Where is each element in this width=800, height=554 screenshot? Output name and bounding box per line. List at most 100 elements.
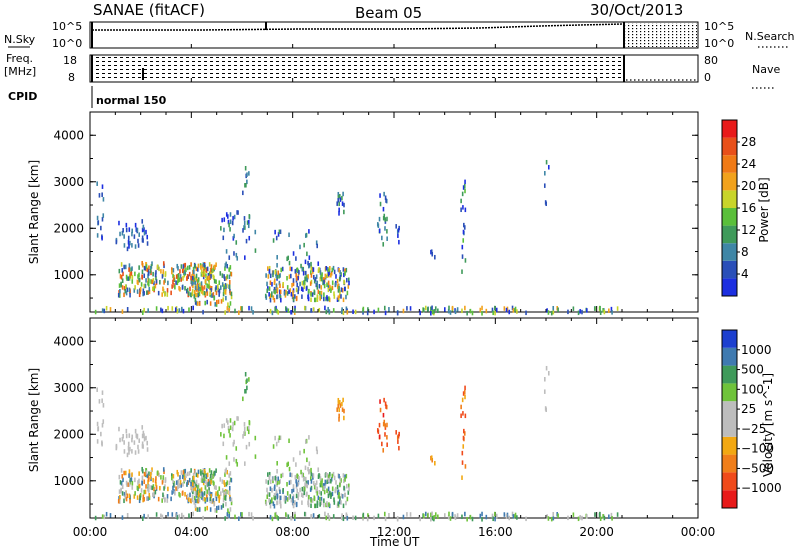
data-cell bbox=[267, 492, 269, 497]
data-cell bbox=[462, 411, 464, 416]
data-cell bbox=[123, 449, 126, 454]
data-cell bbox=[469, 514, 472, 520]
data-cell bbox=[245, 238, 248, 244]
data-cell bbox=[354, 309, 357, 315]
data-cell bbox=[321, 276, 323, 282]
data-cell bbox=[190, 292, 193, 298]
data-cell bbox=[297, 275, 299, 281]
data-cell bbox=[164, 498, 166, 503]
data-cell bbox=[325, 309, 328, 315]
data-cell bbox=[139, 289, 142, 295]
data-cell bbox=[148, 484, 150, 489]
velocity-ylabel: Slant Range [km] bbox=[27, 368, 41, 472]
data-cell bbox=[208, 487, 210, 492]
data-cell bbox=[318, 307, 321, 313]
data-cell bbox=[333, 497, 335, 502]
data-cell bbox=[138, 277, 141, 283]
data-cell bbox=[333, 291, 335, 296]
data-cell bbox=[525, 516, 527, 522]
data-cell bbox=[147, 290, 149, 295]
data-cell bbox=[202, 496, 204, 502]
data-cell bbox=[127, 240, 130, 245]
data-cell bbox=[396, 516, 399, 522]
data-cell bbox=[430, 249, 433, 254]
data-cell bbox=[342, 516, 345, 522]
data-cell bbox=[160, 475, 162, 480]
data-cell bbox=[195, 483, 198, 488]
data-cell bbox=[308, 229, 310, 234]
data-cell bbox=[174, 513, 177, 518]
data-cell bbox=[304, 233, 307, 238]
data-cell bbox=[301, 473, 304, 478]
data-cell bbox=[214, 302, 217, 307]
data-cell bbox=[309, 476, 312, 481]
data-cell bbox=[209, 290, 212, 296]
data-cell bbox=[218, 280, 221, 285]
data-cell bbox=[153, 280, 155, 286]
data-cell bbox=[195, 472, 198, 478]
data-cell bbox=[97, 220, 100, 225]
data-cell bbox=[275, 235, 278, 241]
power-ylabel: Slant Range [km] bbox=[27, 160, 41, 264]
data-cell bbox=[430, 512, 432, 518]
data-cell bbox=[152, 286, 154, 292]
data-cell bbox=[314, 483, 317, 488]
data-cell bbox=[280, 267, 282, 273]
data-cell bbox=[200, 475, 203, 480]
data-cell bbox=[494, 305, 496, 311]
data-cell bbox=[208, 490, 210, 495]
data-cell bbox=[194, 503, 197, 509]
data-cell bbox=[277, 310, 280, 315]
data-cell bbox=[126, 307, 129, 312]
data-cell bbox=[337, 295, 340, 300]
data-cell bbox=[195, 287, 198, 292]
data-cell bbox=[179, 493, 181, 498]
data-cell bbox=[278, 229, 281, 235]
data-cell bbox=[310, 479, 313, 484]
velocity-swatch bbox=[722, 454, 737, 473]
data-cell bbox=[197, 498, 200, 504]
data-cell bbox=[241, 512, 243, 517]
data-cell bbox=[276, 263, 278, 268]
power-swatch bbox=[722, 155, 737, 173]
data-cell bbox=[209, 267, 212, 273]
data-cell bbox=[152, 492, 154, 498]
data-cell bbox=[325, 472, 328, 477]
data-cell bbox=[166, 288, 169, 293]
data-cell bbox=[279, 435, 282, 441]
velocity-tick-label: 1000 bbox=[741, 343, 772, 357]
data-cell bbox=[141, 219, 144, 224]
data-cell bbox=[192, 305, 194, 311]
data-cell bbox=[384, 310, 387, 316]
data-cell bbox=[210, 493, 212, 499]
data-cell bbox=[494, 516, 496, 522]
data-cell bbox=[131, 279, 134, 284]
data-cell bbox=[511, 305, 514, 311]
data-cell bbox=[464, 305, 466, 311]
data-cell bbox=[610, 512, 613, 518]
data-cell bbox=[244, 255, 246, 260]
data-cell bbox=[268, 268, 271, 274]
data-cell bbox=[366, 310, 369, 316]
data-cell bbox=[485, 514, 488, 520]
data-cell bbox=[547, 371, 550, 376]
data-cell bbox=[246, 179, 248, 185]
data-cell bbox=[125, 290, 128, 296]
data-cell bbox=[289, 472, 292, 477]
nsearch-hatch bbox=[624, 23, 697, 47]
data-cell bbox=[219, 285, 222, 290]
data-cell bbox=[184, 468, 187, 474]
data-cell bbox=[307, 500, 310, 505]
data-cell bbox=[170, 290, 172, 296]
data-cell bbox=[339, 270, 341, 275]
data-cell bbox=[227, 420, 229, 425]
data-cell bbox=[146, 473, 149, 479]
data-cell bbox=[309, 270, 312, 275]
data-cell bbox=[302, 287, 304, 292]
data-cell bbox=[616, 512, 619, 517]
data-cell bbox=[285, 512, 287, 517]
data-cell bbox=[463, 431, 466, 436]
data-cell bbox=[128, 482, 131, 487]
data-cell bbox=[325, 296, 327, 302]
data-cell bbox=[386, 229, 388, 234]
